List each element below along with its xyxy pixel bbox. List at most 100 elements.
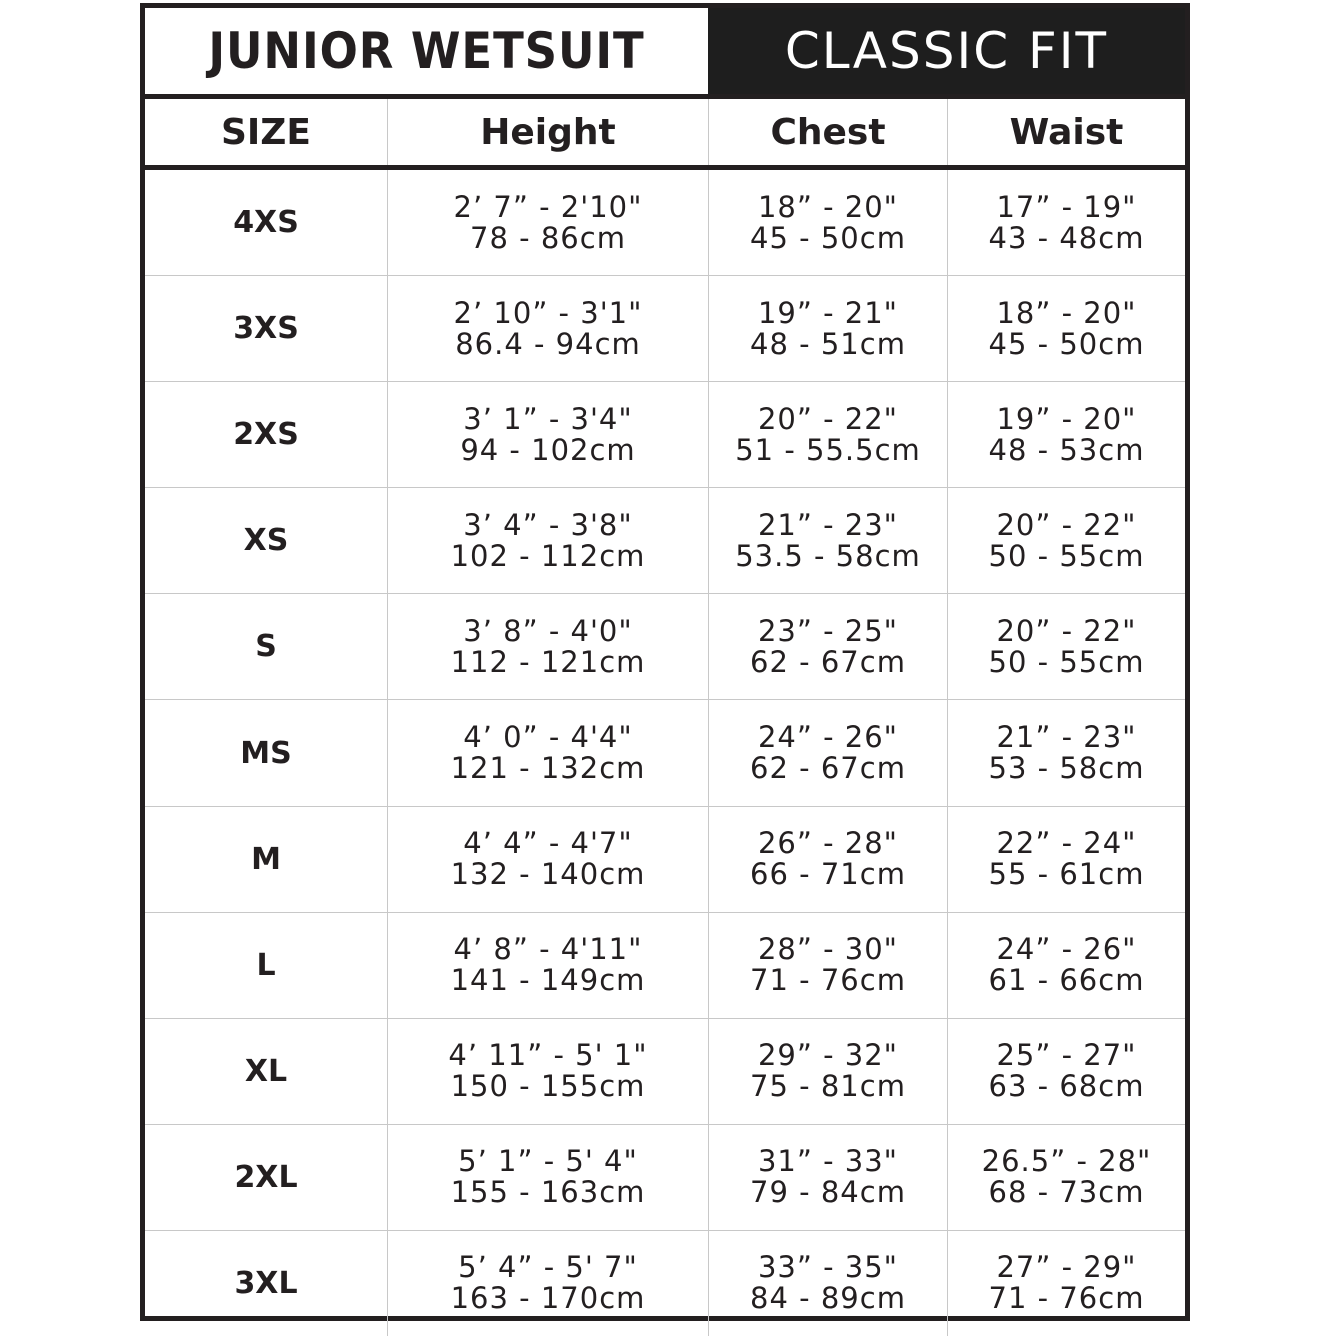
height-cell: 3’ 1” - 3'4" 94 - 102cm xyxy=(388,382,709,488)
height-imperial: 3’ 8” - 4'0" xyxy=(463,613,633,648)
waist-imperial: 26.5” - 28" xyxy=(981,1144,1152,1179)
chest-metric: 53.5 - 58cm xyxy=(735,538,921,573)
chest-cell: 23” - 25" 62 - 67cm xyxy=(709,594,948,700)
waist-imperial: 20” - 22" xyxy=(996,613,1137,648)
height-metric: 141 - 149cm xyxy=(450,963,646,998)
height-metric: 94 - 102cm xyxy=(460,432,636,467)
size-cell: 4XS xyxy=(145,170,388,276)
chest-cell: 21” - 23" 53.5 - 58cm xyxy=(709,488,948,594)
height-metric: 121 - 132cm xyxy=(450,751,646,786)
height-metric: 155 - 163cm xyxy=(450,1175,646,1210)
height-cell: 4’ 8” - 4'11" 141 - 149cm xyxy=(388,912,709,1018)
table-row: MS 4’ 0” - 4'4" 121 - 132cm 24” - 26" 62 - 6… xyxy=(145,700,1185,807)
chest-imperial: 23” - 25" xyxy=(757,613,899,648)
waist-metric: 68 - 73cm xyxy=(988,1175,1145,1210)
waist-imperial: 24” - 26" xyxy=(996,932,1137,967)
chest-metric: 62 - 67cm xyxy=(750,644,906,679)
height-cell: 4’ 0” - 4'4" 121 - 132cm xyxy=(388,700,709,806)
chest-imperial: 24” - 26" xyxy=(757,720,899,755)
height-metric: 86.4 - 94cm xyxy=(455,326,641,361)
height-imperial: 5’ 4” - 5' 7" xyxy=(458,1250,638,1285)
table-row: S 3’ 8” - 4'0" 112 - 121cm 23” - 25" 62 - 67… xyxy=(145,594,1185,701)
table-body: 4XS 2’ 7” - 2'10" 78 - 86cm 18” - 20" 45 - 5… xyxy=(145,170,1185,1336)
height-metric: 78 - 86cm xyxy=(470,220,626,255)
height-imperial: 2’ 10” - 3'1" xyxy=(453,295,643,330)
chest-imperial: 20” - 22" xyxy=(757,401,899,436)
waist-metric: 53 - 58cm xyxy=(988,751,1145,786)
waist-metric: 63 - 68cm xyxy=(988,1069,1145,1104)
table-row: 3XL 5’ 4” - 5' 7" 163 - 170cm 33” - 35" 84 -… xyxy=(145,1230,1185,1336)
height-imperial: 4’ 8” - 4'11" xyxy=(453,932,643,967)
height-metric: 132 - 140cm xyxy=(450,857,646,892)
waist-metric: 50 - 55cm xyxy=(988,644,1145,679)
size-cell: 2XL xyxy=(145,1124,388,1230)
height-imperial: 3’ 4” - 3'8" xyxy=(463,507,633,542)
waist-imperial: 21” - 23" xyxy=(996,720,1137,755)
chest-cell: 19” - 21" 48 - 51cm xyxy=(709,276,948,382)
chest-metric: 45 - 50cm xyxy=(750,220,906,255)
title-row: JUNIOR WETSUIT CLASSIC FIT xyxy=(145,8,1185,99)
waist-imperial: 25” - 27" xyxy=(996,1038,1137,1073)
chest-imperial: 31” - 33" xyxy=(757,1144,899,1179)
chest-imperial: 18” - 20" xyxy=(757,189,899,224)
table-row: 2XS 3’ 1” - 3'4" 94 - 102cm 20” - 22" 51 - 5… xyxy=(145,382,1185,489)
chest-cell: 26” - 28" 66 - 71cm xyxy=(709,806,948,912)
height-imperial: 4’ 0” - 4'4" xyxy=(463,720,633,755)
chest-cell: 28” - 30" 71 - 76cm xyxy=(709,912,948,1018)
waist-cell: 27” - 29" 71 - 76cm xyxy=(948,1231,1185,1336)
chest-cell: 29” - 32" 75 - 81cm xyxy=(709,1018,948,1124)
waist-metric: 45 - 50cm xyxy=(988,326,1145,361)
chest-imperial: 26” - 28" xyxy=(757,826,899,861)
waist-imperial: 22” - 24" xyxy=(996,826,1137,861)
height-cell: 4’ 4” - 4'7" 132 - 140cm xyxy=(388,806,709,912)
size-cell: L xyxy=(145,912,388,1018)
table-row: 3XS 2’ 10” - 3'1" 86.4 - 94cm 19” - 21" 48 -… xyxy=(145,276,1185,383)
waist-metric: 55 - 61cm xyxy=(988,857,1145,892)
chest-metric: 75 - 81cm xyxy=(750,1069,906,1104)
height-metric: 150 - 155cm xyxy=(450,1069,646,1104)
table-row: XL 4’ 11” - 5' 1" 150 - 155cm 29” - 32" 75 -… xyxy=(145,1018,1185,1125)
table-row: M 4’ 4” - 4'7" 132 - 140cm 26” - 28" 66 - 71… xyxy=(145,806,1185,913)
header-size: SIZE xyxy=(145,99,388,165)
header-chest: Chest xyxy=(709,99,948,165)
height-metric: 102 - 112cm xyxy=(450,538,646,573)
waist-cell: 18” - 20" 45 - 50cm xyxy=(948,276,1185,381)
size-cell: XL xyxy=(145,1018,388,1124)
size-cell: M xyxy=(145,806,388,912)
waist-imperial: 17” - 19" xyxy=(996,189,1137,224)
size-cell: XS xyxy=(145,488,388,594)
waist-metric: 48 - 53cm xyxy=(988,432,1145,467)
waist-cell: 24” - 26" 61 - 66cm xyxy=(948,913,1185,1018)
fit-title: CLASSIC FIT xyxy=(708,8,1185,94)
height-imperial: 4’ 11” - 5' 1" xyxy=(448,1038,648,1073)
header-waist: Waist xyxy=(1009,111,1124,153)
height-cell: 3’ 4” - 3'8" 102 - 112cm xyxy=(388,488,709,594)
chest-imperial: 29” - 32" xyxy=(757,1038,899,1073)
table-row: 2XL 5’ 1” - 5' 4" 155 - 163cm 31” - 33" 79 -… xyxy=(145,1124,1185,1231)
size-cell: MS xyxy=(145,700,388,806)
chest-metric: 51 - 55.5cm xyxy=(735,432,921,467)
waist-cell: 22” - 24" 55 - 61cm xyxy=(948,807,1185,912)
chest-metric: 84 - 89cm xyxy=(750,1281,906,1316)
waist-imperial: 19” - 20" xyxy=(996,401,1137,436)
waist-metric: 61 - 66cm xyxy=(988,963,1145,998)
chest-cell: 31” - 33" 79 - 84cm xyxy=(709,1124,948,1230)
chest-imperial: 33” - 35" xyxy=(757,1250,899,1285)
height-metric: 163 - 170cm xyxy=(450,1281,646,1316)
height-cell: 2’ 10” - 3'1" 86.4 - 94cm xyxy=(388,276,709,382)
chest-metric: 48 - 51cm xyxy=(750,326,906,361)
height-imperial: 5’ 1” - 5' 4" xyxy=(458,1144,638,1179)
chest-cell: 24” - 26" 62 - 67cm xyxy=(709,700,948,806)
waist-cell: 21” - 23" 53 - 58cm xyxy=(948,700,1185,805)
chest-metric: 66 - 71cm xyxy=(750,857,906,892)
height-metric: 112 - 121cm xyxy=(450,644,646,679)
table-row: 4XS 2’ 7” - 2'10" 78 - 86cm 18” - 20" 45 - 5… xyxy=(145,170,1185,277)
waist-cell: 20” - 22" 50 - 55cm xyxy=(948,594,1185,699)
size-cell: 3XL xyxy=(145,1230,388,1336)
height-cell: 4’ 11” - 5' 1" 150 - 155cm xyxy=(388,1018,709,1124)
height-imperial: 4’ 4” - 4'7" xyxy=(463,826,633,861)
header-height: Height xyxy=(388,99,709,165)
waist-cell: 20” - 22" 50 - 55cm xyxy=(948,488,1185,593)
chart-title: JUNIOR WETSUIT xyxy=(208,22,645,80)
waist-cell: 19” - 20" 48 - 53cm xyxy=(948,382,1185,487)
